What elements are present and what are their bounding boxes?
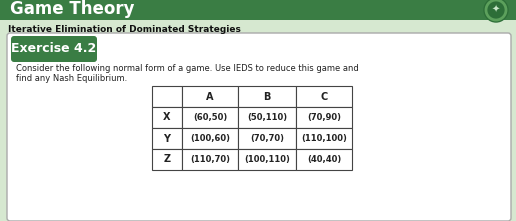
Text: A: A: [206, 91, 214, 101]
FancyBboxPatch shape: [296, 128, 352, 149]
FancyBboxPatch shape: [152, 86, 182, 107]
Text: (70,90): (70,90): [307, 113, 341, 122]
FancyBboxPatch shape: [152, 107, 182, 128]
Text: find any Nash Equilibrium.: find any Nash Equilibrium.: [16, 74, 127, 83]
Text: (60,50): (60,50): [193, 113, 227, 122]
FancyBboxPatch shape: [238, 107, 296, 128]
FancyBboxPatch shape: [182, 149, 238, 170]
Text: Consider the following normal form of a game. Use IEDS to reduce this game and: Consider the following normal form of a …: [16, 64, 359, 73]
Text: (70,70): (70,70): [250, 134, 284, 143]
Circle shape: [484, 0, 508, 22]
Text: (110,70): (110,70): [190, 155, 230, 164]
FancyBboxPatch shape: [7, 33, 511, 221]
FancyBboxPatch shape: [152, 149, 182, 170]
FancyBboxPatch shape: [182, 128, 238, 149]
FancyBboxPatch shape: [152, 128, 182, 149]
FancyBboxPatch shape: [238, 149, 296, 170]
FancyBboxPatch shape: [238, 86, 296, 107]
Text: (50,110): (50,110): [247, 113, 287, 122]
Text: C: C: [320, 91, 328, 101]
Text: (100,110): (100,110): [244, 155, 290, 164]
Text: Iterative Elimination of Dominated Strategies: Iterative Elimination of Dominated Strat…: [8, 25, 241, 34]
Text: Z: Z: [164, 154, 171, 164]
FancyBboxPatch shape: [296, 86, 352, 107]
Text: (40,40): (40,40): [307, 155, 341, 164]
Text: Exercise 4.2: Exercise 4.2: [11, 42, 96, 55]
FancyBboxPatch shape: [182, 86, 238, 107]
FancyBboxPatch shape: [296, 149, 352, 170]
Text: X: X: [163, 112, 171, 122]
Text: (100,60): (100,60): [190, 134, 230, 143]
FancyBboxPatch shape: [238, 128, 296, 149]
Text: Y: Y: [164, 133, 170, 143]
Text: (110,100): (110,100): [301, 134, 347, 143]
FancyBboxPatch shape: [0, 0, 516, 20]
Text: ✦: ✦: [492, 5, 500, 15]
FancyBboxPatch shape: [296, 107, 352, 128]
Text: B: B: [263, 91, 271, 101]
Text: Game Theory: Game Theory: [10, 0, 135, 18]
FancyBboxPatch shape: [182, 107, 238, 128]
FancyBboxPatch shape: [11, 36, 97, 62]
